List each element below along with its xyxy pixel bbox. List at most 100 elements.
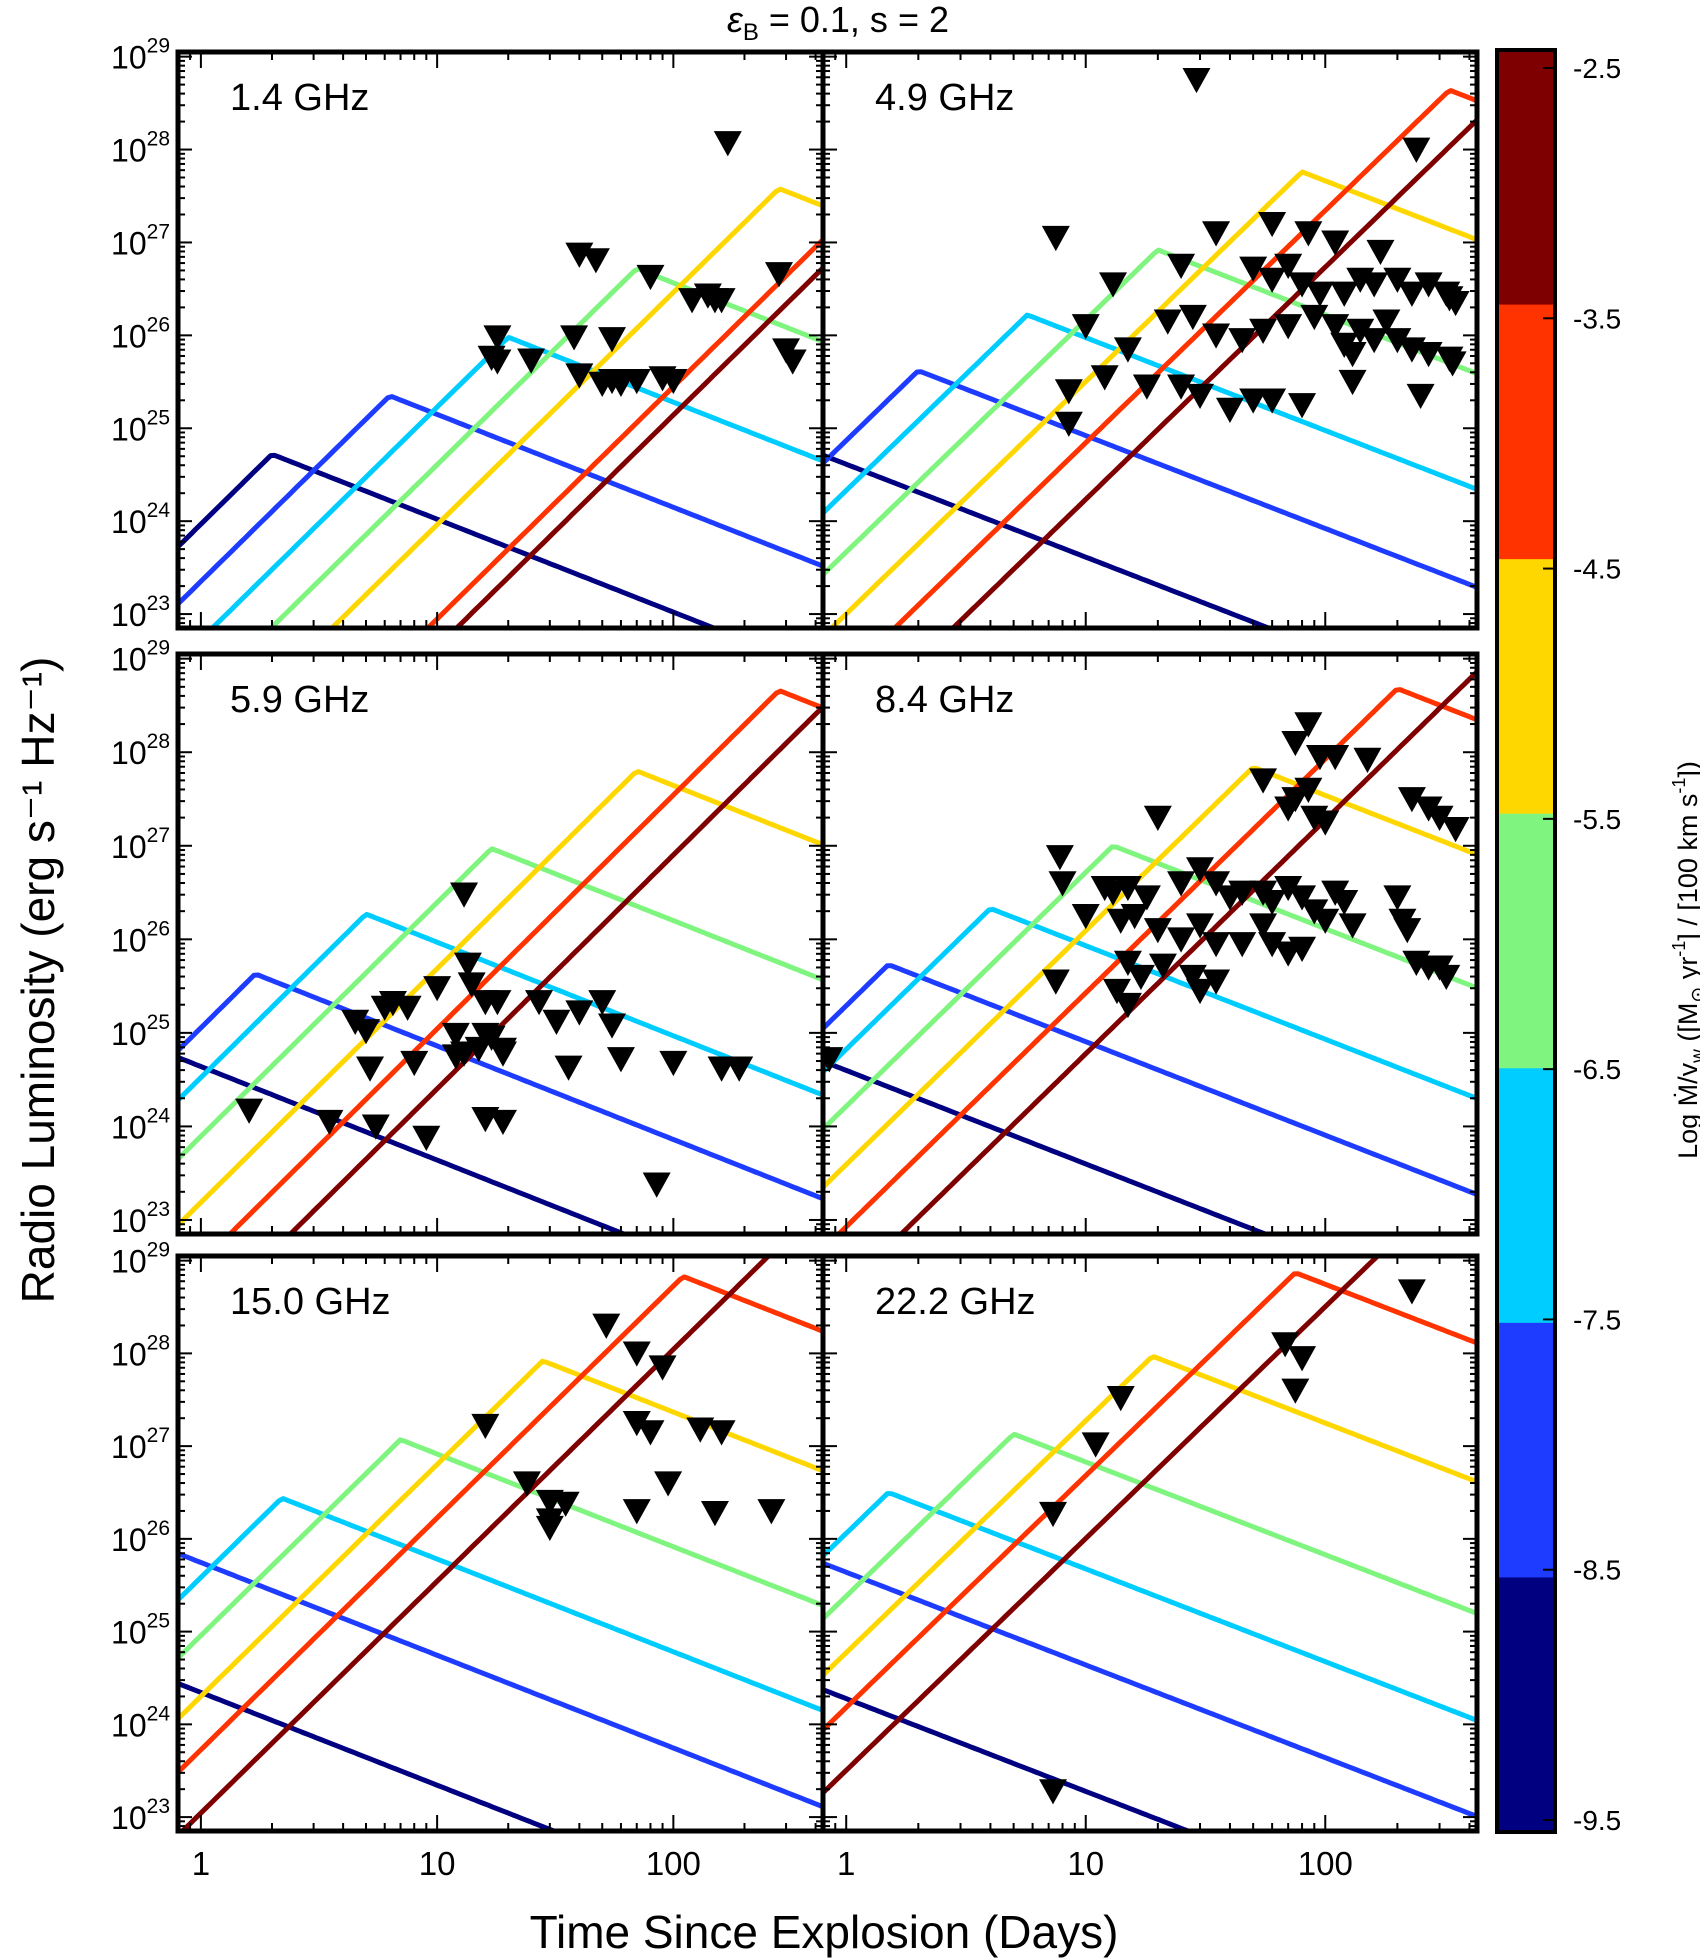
- model-curves: [823, 668, 1477, 1234]
- y-tick-label: 1027: [111, 220, 170, 261]
- upper-limit-marker: [483, 325, 512, 351]
- upper-limit-marker: [441, 1044, 470, 1070]
- y-tick-label: 1024: [111, 1702, 170, 1743]
- upper-limit-markers: [235, 882, 754, 1198]
- upper-limit-marker: [1397, 281, 1426, 307]
- panel-15-0-ghz: 15.0 GHz 1023 1024 1025 1026 1027 1028 1029 1 10 1…: [111, 1239, 826, 1882]
- panel-label-8-4-ghz: 8.4 GHz: [875, 679, 1014, 721]
- upper-limit-marker: [725, 1056, 754, 1082]
- upper-limit-marker: [686, 1417, 715, 1443]
- upper-limit-markers: [1041, 67, 1470, 437]
- upper-limit-marker: [1120, 904, 1149, 930]
- upper-limit-marker: [483, 990, 512, 1016]
- upper-limit-marker: [535, 1515, 564, 1542]
- upper-limit-marker: [1321, 230, 1350, 256]
- upper-limit-marker: [1178, 304, 1207, 331]
- upper-limit-marker: [1274, 314, 1303, 340]
- y-tick-label: 1025: [111, 1011, 170, 1052]
- upper-limit-marker: [1167, 374, 1196, 400]
- model-curve-4: [823, 765, 1477, 1191]
- model-curve-2: [178, 1496, 823, 1714]
- upper-limit-marker: [1288, 272, 1317, 298]
- upper-limit-marker: [1288, 393, 1317, 419]
- upper-limit-marker: [1338, 913, 1367, 939]
- upper-limit-marker: [378, 991, 407, 1017]
- upper-limit-marker: [1300, 304, 1329, 331]
- model-curve-0: [178, 1054, 631, 1234]
- model-curve-5: [823, 1271, 1477, 1734]
- upper-limit-marker: [1330, 281, 1359, 307]
- upper-limit-marker: [1338, 342, 1367, 368]
- upper-limit-marker: [1360, 328, 1389, 354]
- upper-limit-marker: [622, 368, 651, 395]
- y-tick-label: 1029: [111, 1239, 170, 1280]
- upper-limit-marker: [622, 1341, 651, 1367]
- upper-limit-marker: [551, 1491, 580, 1517]
- colorbar-band: [1497, 559, 1555, 815]
- upper-limit-marker: [1215, 397, 1244, 423]
- colorbar-tick-label: -5.5: [1573, 804, 1621, 835]
- upper-limit-marker: [1106, 1385, 1135, 1412]
- axis-ticks: [823, 1256, 1477, 1831]
- upper-limit-marker: [315, 1109, 344, 1136]
- upper-limit-marker: [678, 288, 707, 314]
- upper-limit-marker: [1258, 388, 1287, 414]
- upper-limit-marker: [1113, 992, 1142, 1019]
- upper-limit-marker: [1202, 932, 1231, 958]
- y-tick-label: 1024: [111, 1104, 170, 1145]
- x-tick-label: 1: [192, 1845, 210, 1882]
- model-curve-1: [823, 963, 1477, 1198]
- upper-limit-markers: [823, 712, 1470, 1073]
- upper-limit-marker: [1167, 253, 1196, 279]
- upper-limit-marker: [1041, 969, 1070, 995]
- upper-limit-marker: [700, 1500, 729, 1527]
- model-curves: [178, 186, 823, 628]
- model-curve-4: [328, 186, 823, 628]
- upper-limit-marker: [356, 1056, 385, 1082]
- upper-limit-marker: [1383, 328, 1412, 354]
- figure-title: εB = 0.1, s = 2: [727, 0, 949, 46]
- upper-limit-marker: [1271, 1332, 1300, 1358]
- model-curves: [178, 1256, 823, 1831]
- upper-limit-marker: [1294, 221, 1323, 247]
- x-tick-label: 1: [837, 1845, 855, 1882]
- axis-ticks: [823, 654, 1477, 1234]
- upper-limit-marker: [1045, 845, 1074, 871]
- x-tick-label: 100: [1298, 1845, 1353, 1882]
- model-curve-1: [178, 972, 823, 1202]
- model-curves: [823, 88, 1477, 628]
- upper-limit-marker: [1397, 787, 1426, 813]
- upper-limit-marker: [1366, 239, 1395, 266]
- upper-limit-marker: [1338, 369, 1367, 396]
- upper-limit-marker: [1321, 745, 1350, 771]
- panel-frame: [820, 49, 1480, 631]
- upper-limit-marker: [1294, 712, 1323, 738]
- upper-limit-marker: [1202, 969, 1231, 995]
- model-curve-6: [179, 1256, 772, 1831]
- model-curve-0: [823, 1058, 1273, 1234]
- colorbar-band: [1497, 50, 1555, 306]
- upper-limit-marker: [1249, 913, 1278, 939]
- model-curve-0: [823, 452, 1276, 628]
- panel-1-4-ghz: 1.4 GHz 1023 1024 1025 1026 1027 1028 1029: [111, 35, 826, 633]
- model-curve-3: [178, 1437, 823, 1662]
- model-curve-1: [178, 394, 823, 608]
- colorbar-tick-label: -8.5: [1573, 1555, 1621, 1586]
- model-curve-4: [823, 1354, 1477, 1679]
- upper-limit-marker: [636, 264, 665, 291]
- upper-limit-marker: [1202, 221, 1231, 247]
- upper-limit-marker: [659, 1050, 688, 1077]
- upper-limit-marker: [1288, 1346, 1317, 1372]
- y-tick-label: 1023: [111, 592, 170, 633]
- upper-limit-marker: [361, 1114, 390, 1140]
- upper-limit-marker: [1186, 383, 1215, 410]
- upper-limit-marker: [352, 1019, 381, 1045]
- upper-limit-marker: [441, 1022, 470, 1049]
- colorbar-band: [1497, 813, 1555, 1069]
- y-tick-label: 1026: [111, 917, 170, 958]
- colorbar-tick-label: -7.5: [1573, 1304, 1621, 1335]
- y-tick-label: 1028: [111, 128, 170, 169]
- upper-limit-marker: [1438, 351, 1467, 377]
- upper-limit-marker: [1186, 857, 1215, 883]
